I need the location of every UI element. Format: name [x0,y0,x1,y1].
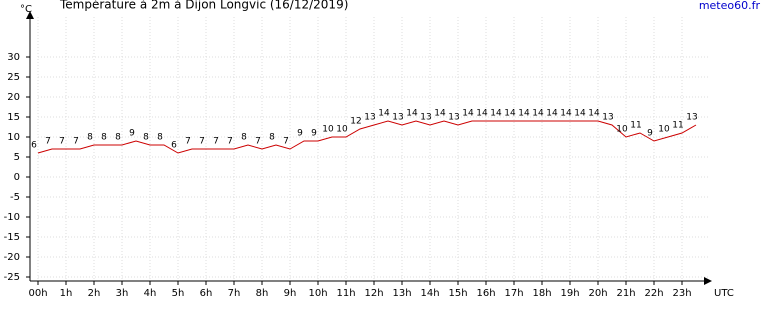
value-label: 12 [350,117,361,127]
value-label: 14 [532,109,544,119]
value-label: 9 [297,129,303,139]
value-label: 6 [171,141,177,151]
x-tick-label: 15h [448,288,467,299]
value-label: 13 [602,113,613,123]
y-tick-label: 30 [7,52,20,63]
value-label: 14 [504,109,516,119]
value-label: 7 [227,137,233,147]
value-label: 14 [378,109,390,119]
value-label: 13 [686,113,697,123]
value-label: 14 [490,109,502,119]
value-label: 13 [420,113,431,123]
value-label: 11 [672,121,683,131]
y-tick-label: -25 [4,272,20,283]
value-label: 7 [45,137,51,147]
x-tick-label: 7h [228,288,241,299]
y-tick-label: -10 [4,212,20,223]
chart-title: Température à 2m à Dijon Longvic (16/12/… [59,0,348,12]
x-tick-label: 13h [392,288,411,299]
y-axis-unit: °C [20,4,32,15]
value-label: 8 [269,133,275,143]
value-label: 11 [630,121,641,131]
y-tick-label: 15 [7,112,20,123]
x-tick-label: 9h [284,288,297,299]
value-label: 9 [311,129,317,139]
value-label: 7 [283,137,289,147]
value-label: 13 [448,113,459,123]
value-label: 8 [157,133,163,143]
x-tick-label: 4h [144,288,157,299]
value-label: 9 [647,129,653,139]
x-tick-label: 3h [116,288,129,299]
value-label: 6 [31,141,37,151]
x-axis-arrow [704,277,712,285]
value-label: 7 [185,137,191,147]
x-tick-label: 5h [172,288,185,299]
x-axis-unit: UTC [714,288,734,299]
x-tick-label: 18h [532,288,551,299]
value-label: 9 [129,129,135,139]
x-tick-label: 16h [476,288,495,299]
x-tick-label: 6h [200,288,213,299]
y-axis-arrow [26,11,34,19]
x-tick-label: 10h [308,288,327,299]
value-label: 7 [213,137,219,147]
x-tick-label: 23h [672,288,691,299]
value-label: 10 [336,125,348,135]
value-label: 14 [588,109,600,119]
value-label: 10 [658,125,670,135]
value-label: 7 [255,137,261,147]
value-label: 14 [518,109,530,119]
value-label: 10 [322,125,334,135]
x-tick-label: 22h [644,288,663,299]
y-tick-label: 25 [7,72,20,83]
y-tick-label: 5 [14,152,20,163]
value-label: 14 [546,109,558,119]
x-tick-label: 21h [616,288,635,299]
source-link[interactable]: meteo60.fr [699,0,761,12]
x-tick-label: 14h [420,288,439,299]
value-label: 13 [364,113,375,123]
y-tick-label: -15 [4,232,20,243]
value-label: 7 [59,137,65,147]
y-tick-label: 20 [7,92,20,103]
y-tick-label: -5 [10,192,20,203]
value-label: 7 [73,137,79,147]
y-tick-label: -20 [4,252,20,263]
y-tick-label: 10 [7,132,20,143]
x-tick-label: 2h [88,288,101,299]
value-label: 10 [616,125,628,135]
x-tick-label: 17h [504,288,523,299]
value-label: 8 [143,133,149,143]
value-label: 14 [462,109,474,119]
value-label: 8 [101,133,107,143]
x-tick-label: 00h [28,288,47,299]
value-label: 8 [115,133,121,143]
x-tick-label: 19h [560,288,579,299]
value-label: 13 [392,113,403,123]
value-label: 14 [406,109,418,119]
temperature-line [37,120,697,154]
value-label: 7 [199,137,205,147]
value-label: 14 [434,109,446,119]
value-label: 14 [476,109,488,119]
value-label: 14 [574,109,586,119]
y-tick-label: 0 [14,172,20,183]
x-tick-label: 20h [588,288,607,299]
x-tick-label: 8h [256,288,269,299]
value-label: 14 [560,109,572,119]
x-tick-label: 11h [336,288,355,299]
x-tick-label: 1h [60,288,73,299]
value-label: 8 [87,133,93,143]
value-label: 8 [241,133,247,143]
x-tick-label: 12h [364,288,383,299]
